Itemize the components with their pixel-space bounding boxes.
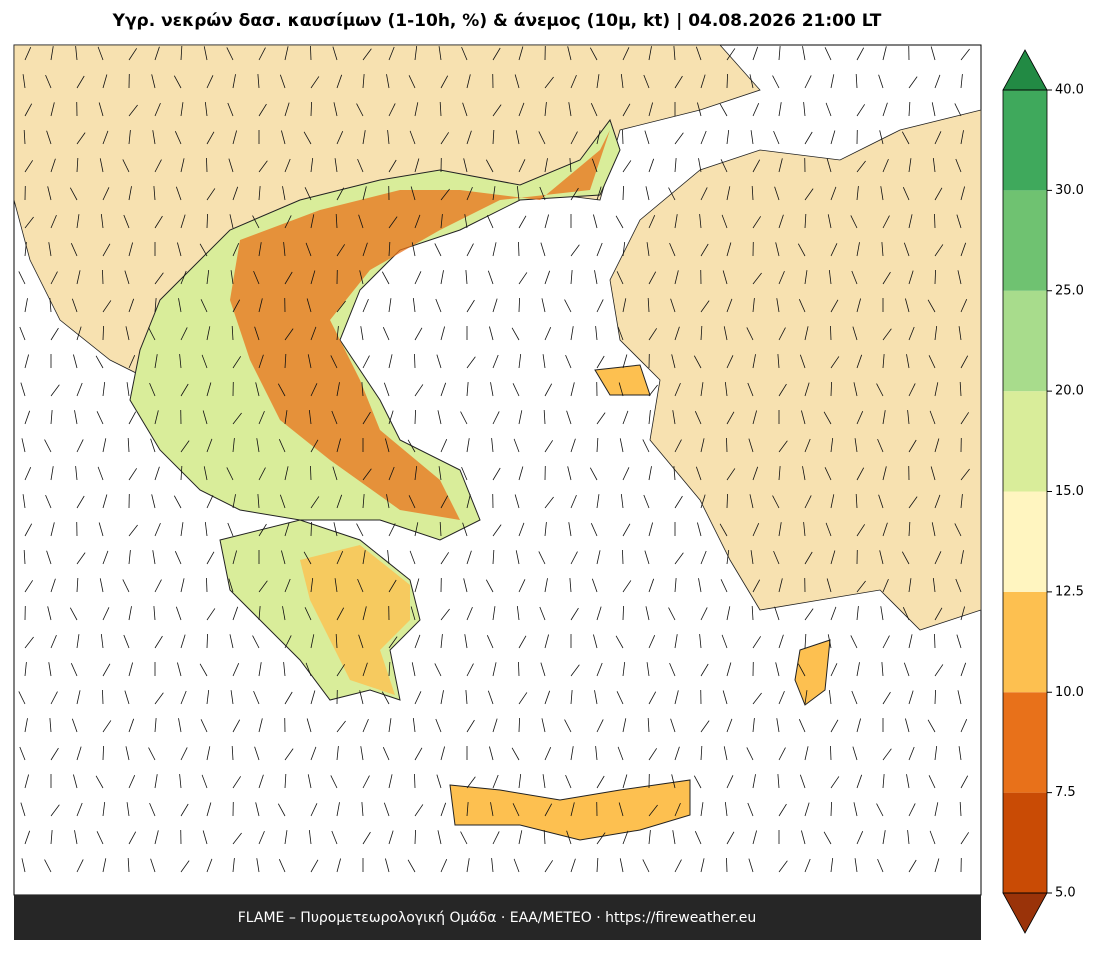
footer-text: FLAME – Πυρομετεωρολογική Ομάδα · ΕΑΑ/ME… [238, 910, 757, 926]
wind-barb [414, 774, 415, 788]
wind-barb [103, 746, 104, 760]
colorbar-segment [1003, 492, 1047, 592]
wind-barb [519, 718, 520, 732]
wind-barb [622, 130, 623, 144]
colorbar-segment [1003, 592, 1047, 692]
colorbar-segment [1003, 291, 1047, 391]
colorbar-segment [1003, 391, 1047, 491]
colorbar: 5.0 7.5 10.0 12.5 15.0 20.0 25.0 30.0 40.0 [1003, 50, 1084, 933]
wind-barb [622, 550, 623, 564]
colorbar-tick-label: 7.5 [1055, 785, 1076, 800]
wind-barb [518, 662, 519, 676]
wind-barb [727, 494, 728, 508]
map-panel [14, 45, 981, 895]
wind-barb [310, 466, 311, 480]
colorbar-tick-label: 15.0 [1055, 484, 1084, 499]
wind-barb [935, 690, 936, 704]
wind-barb [103, 326, 104, 340]
wind-barb [830, 326, 831, 340]
wind-barb [414, 354, 415, 368]
wind-barb [102, 690, 103, 704]
wind-barb [831, 802, 832, 816]
wind-barb [727, 74, 728, 88]
wind-barb [726, 858, 727, 872]
wind-barb [934, 634, 935, 648]
wind-barb [623, 186, 624, 200]
wind-barb [207, 634, 208, 648]
wind-barb [206, 158, 207, 172]
wind-barb [415, 410, 416, 424]
colorbar-extend-under [1003, 893, 1047, 933]
wind-barb [310, 46, 311, 60]
colorbar-segment [1003, 190, 1047, 290]
colorbar-tick-label: 25.0 [1055, 283, 1084, 298]
wind-barb [623, 606, 624, 620]
wind-barb [206, 578, 207, 592]
wind-barb [934, 214, 935, 228]
colorbar-tick-label: 10.0 [1055, 685, 1084, 700]
colorbar-tick-label: 5.0 [1055, 886, 1076, 901]
wind-barb [726, 438, 727, 452]
colorbar-segment [1003, 692, 1047, 792]
wind-barb [519, 298, 520, 312]
colorbar-extend-over [1003, 50, 1047, 90]
wind-barb [311, 102, 312, 116]
wind-barb [831, 382, 832, 396]
colorbar-tick-label: 40.0 [1055, 83, 1084, 98]
wind-barb [415, 830, 416, 844]
colorbar-tick-label: 20.0 [1055, 384, 1084, 399]
wind-barb [102, 270, 103, 284]
wind-barb [311, 522, 312, 536]
colorbar-tick-label: 30.0 [1055, 183, 1084, 198]
wind-barb [518, 242, 519, 256]
wind-barb [207, 214, 208, 228]
colorbar-segment [1003, 793, 1047, 893]
map-title: Υγρ. νεκρών δασ. καυσίμων (1-10h, %) & ά… [112, 11, 882, 31]
wind-barb [830, 746, 831, 760]
colorbar-tick-label: 12.5 [1055, 584, 1084, 599]
colorbar-segment [1003, 90, 1047, 190]
wind-barb [935, 270, 936, 284]
